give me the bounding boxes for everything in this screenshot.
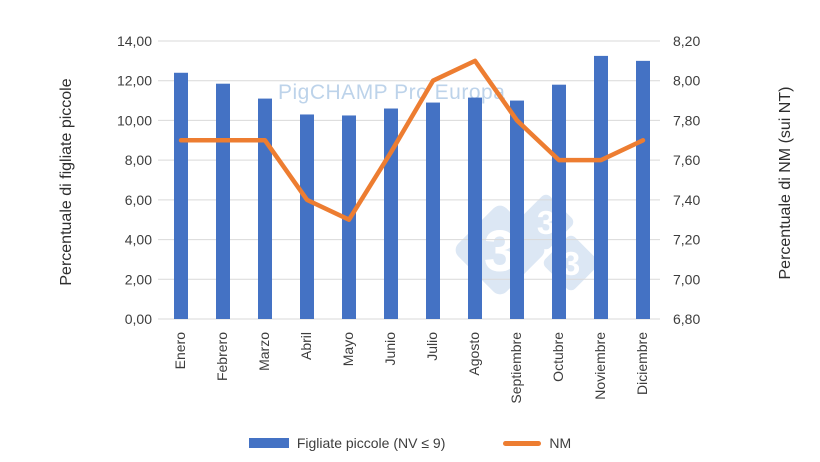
plot-area: 14,00 12,00 10,00 8,00 6,00 4,00 2,00 0,00 8,20 8… [117, 33, 701, 404]
x-label-enero: Enero [172, 332, 188, 370]
x-label-mayo: Mayo [340, 332, 356, 366]
legend-label-nm: NM [549, 435, 572, 451]
right-tick-label-7,00: 7,00 [673, 271, 700, 287]
left-tick-label-12,00: 12,00 [117, 73, 152, 89]
right-tick-label-8,00: 8,00 [673, 73, 700, 89]
x-label-diciembre: Diciembre [634, 332, 650, 395]
bar-septiembre [510, 100, 524, 319]
bar-agosto [468, 97, 482, 319]
left-tick-label-8,00: 8,00 [125, 152, 152, 168]
x-label-marzo: Marzo [256, 332, 272, 371]
legend-item-nm: NM [503, 435, 571, 451]
bar-marzo [258, 98, 272, 319]
legend-line-swatch [503, 440, 542, 446]
line-nm [178, 58, 646, 222]
bar-octubre [552, 84, 566, 319]
bar-diciembre [636, 60, 650, 319]
bar-enero [174, 72, 188, 320]
left-tick-label-4,00: 4,00 [125, 232, 152, 248]
logo-digit-2: 3 [537, 204, 555, 241]
right-tick-label-7,60: 7,60 [673, 152, 700, 168]
right-tick-label-7,40: 7,40 [673, 192, 700, 208]
right-tick-label-7,20: 7,20 [673, 232, 700, 248]
bar-abril [300, 114, 314, 319]
right-tick-label-7,80: 7,80 [673, 112, 700, 128]
left-tick-label-2,00: 2,00 [125, 271, 152, 287]
right-tick-label-6,80: 6,80 [673, 311, 700, 327]
right-tick-label-8,20: 8,20 [673, 33, 700, 49]
x-label-agosto: Agosto [466, 332, 482, 376]
bar-julio [426, 102, 440, 319]
x-label-julio: Julio [424, 332, 440, 361]
left-tick-label-14,00: 14,00 [117, 33, 152, 49]
watermark-text: PigCHAMP Pro Europa [278, 81, 505, 104]
x-label-abril: Abril [298, 332, 314, 360]
legend-bar-swatch [248, 438, 289, 448]
combo-chart: PigCHAMP Pro Europa 3 3 3 14,0012,0010,0… [58, 33, 794, 404]
x-label-junio: Junio [382, 332, 398, 366]
legend-label-figliate-piccole: Figliate piccole (NV ≤ 9) [296, 435, 446, 451]
x-label-octubre: Octubre [550, 332, 566, 382]
left-tick-label-6,00: 6,00 [125, 192, 152, 208]
left-axis-title: Percentuale di figliate piccole [58, 78, 75, 285]
x-label-noviembre: Noviembre [592, 332, 608, 400]
left-tick-label-10,00: 10,00 [117, 112, 152, 128]
bar-febrero [216, 83, 230, 319]
bar-noviembre [594, 55, 608, 320]
legend: Figliate piccole (NV ≤ 9) NM [0, 428, 820, 458]
logo-digit-3: 3 [562, 245, 580, 282]
left-tick-label-0,00: 0,00 [125, 311, 152, 327]
legend-item-figliate-piccole: Figliate piccole (NV ≤ 9) [248, 435, 446, 451]
x-label-febrero: Febrero [214, 332, 230, 381]
x-label-septiembre: Septiembre [508, 332, 524, 404]
right-axis-title: Percentuale di NM (sui NT) [777, 87, 794, 280]
